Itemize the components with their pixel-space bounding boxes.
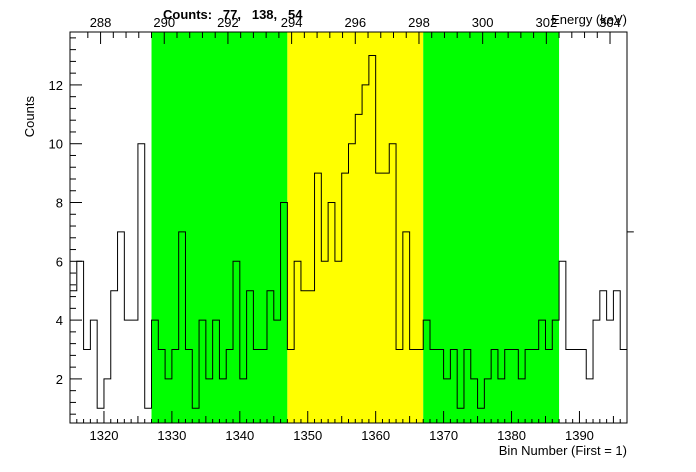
x-axis-label: Bin Number (First = 1) bbox=[499, 443, 627, 458]
y-tick-label: 6 bbox=[56, 254, 63, 269]
x-axis-ticks: 1320 1330 1340 1350 1360 1370 1380 1390 bbox=[69, 411, 628, 443]
y-tick-label: 4 bbox=[56, 313, 63, 328]
y-axis-label: Counts bbox=[22, 96, 37, 138]
top-tick-label: 288 bbox=[90, 15, 112, 30]
top-tick-label: 304 bbox=[599, 15, 621, 30]
x-tick-label: 1340 bbox=[225, 428, 254, 443]
x-tick-label: 1390 bbox=[565, 428, 594, 443]
x-tick-label: 1380 bbox=[497, 428, 526, 443]
counts-summary: Counts: 77, 138, 54 bbox=[163, 7, 303, 22]
top-tick-label: 300 bbox=[472, 15, 494, 30]
x-tick-label: 1320 bbox=[90, 428, 119, 443]
top-tick-label: 298 bbox=[408, 15, 430, 30]
y-tick-label: 12 bbox=[49, 78, 63, 93]
histogram-line bbox=[70, 55, 634, 409]
top-tick-label: 294 bbox=[281, 15, 303, 30]
histogram-series bbox=[70, 55, 634, 409]
top-tick-label: 290 bbox=[153, 15, 175, 30]
x-tick-label: 1370 bbox=[429, 428, 458, 443]
top-tick-label: 292 bbox=[217, 15, 239, 30]
top-axis-ticks: 288 290 292 294 296 298 300 302 304 bbox=[87, 15, 621, 44]
region-peak bbox=[287, 32, 424, 423]
x-tick-label: 1350 bbox=[293, 428, 322, 443]
region-bands bbox=[151, 32, 560, 423]
y-axis-ticks: 2 4 6 8 10 12 bbox=[49, 37, 82, 415]
top-tick-label: 302 bbox=[535, 15, 557, 30]
top-tick-label: 296 bbox=[344, 15, 366, 30]
y-tick-label: 2 bbox=[56, 372, 63, 387]
x-tick-label: 1330 bbox=[157, 428, 186, 443]
y-tick-label: 8 bbox=[56, 196, 63, 211]
top-axis-label: Energy (keV) bbox=[551, 12, 627, 27]
y-tick-label: 10 bbox=[49, 137, 63, 152]
x-tick-label: 1360 bbox=[361, 428, 390, 443]
